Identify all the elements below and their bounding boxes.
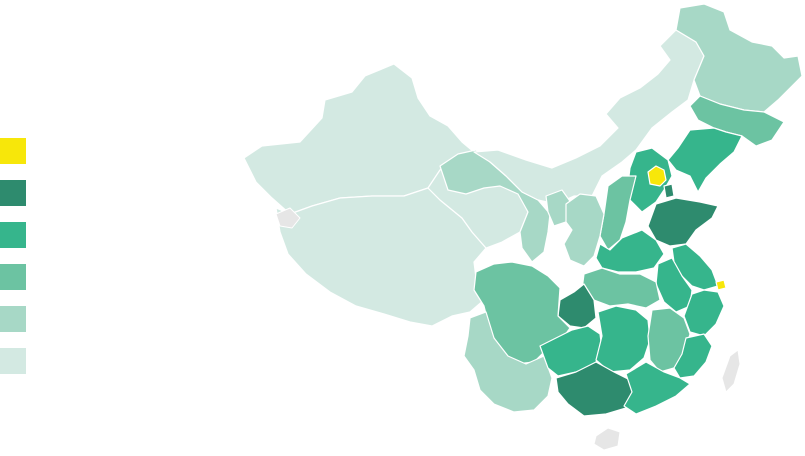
legend-swatch-6[interactable] — [0, 348, 26, 374]
region-hainan[interactable] — [593, 427, 621, 451]
region-heilongjiang[interactable] — [675, 3, 803, 113]
map-legend — [0, 138, 28, 390]
region-shaanxi[interactable] — [563, 193, 605, 267]
region-yunnan[interactable] — [463, 311, 553, 413]
region-shandong[interactable] — [647, 197, 719, 247]
region-fujian[interactable] — [673, 333, 713, 379]
region-aksai-chin — [275, 207, 301, 229]
region-beijing[interactable] — [647, 165, 667, 187]
legend-swatch-5[interactable] — [0, 306, 26, 332]
region-hunan[interactable] — [595, 305, 651, 373]
region-jilin[interactable] — [689, 95, 785, 147]
region-tianjin[interactable] — [663, 183, 675, 199]
region-henan[interactable] — [595, 229, 665, 273]
legend-swatch-4[interactable] — [0, 264, 26, 290]
region-taiwan[interactable] — [721, 349, 741, 393]
legend-swatch-2[interactable] — [0, 180, 26, 206]
region-zhejiang[interactable] — [683, 289, 725, 337]
legend-swatch-1[interactable] — [0, 138, 26, 164]
legend-swatch-3[interactable] — [0, 222, 26, 248]
region-guangdong[interactable] — [623, 361, 691, 415]
region-shanghai[interactable] — [715, 279, 727, 291]
region-liaoning[interactable] — [667, 127, 743, 193]
